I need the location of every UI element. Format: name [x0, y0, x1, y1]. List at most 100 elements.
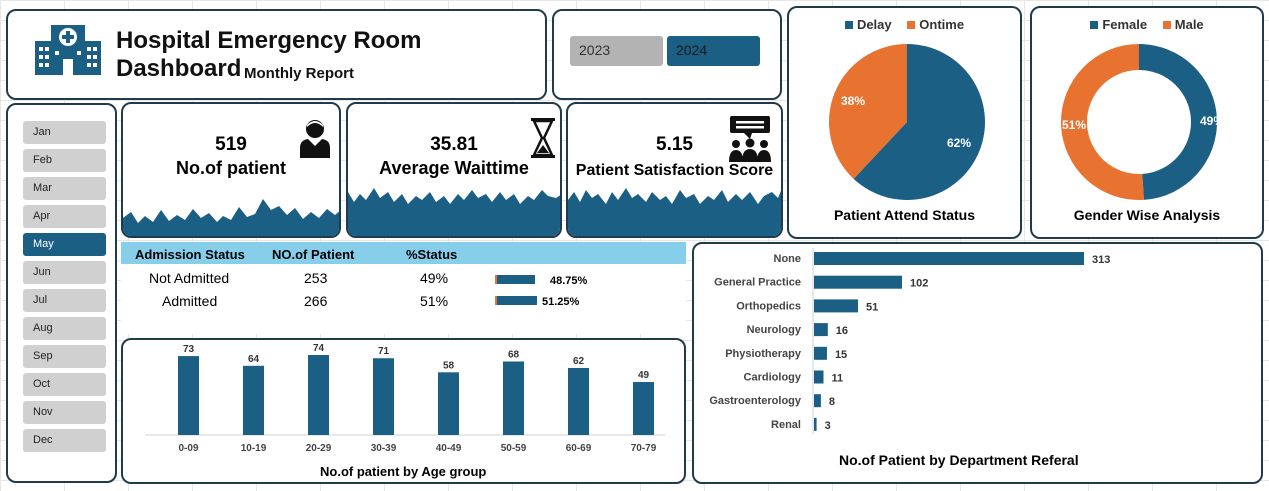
- month-button-jan[interactable]: Jan: [23, 121, 106, 144]
- gender-card: Female Male 49% 51% Gender Wise Analysis: [1030, 6, 1264, 239]
- month-button-oct[interactable]: Oct: [23, 373, 106, 396]
- month-button-jul[interactable]: Jul: [23, 289, 106, 312]
- month-button-aug[interactable]: Aug: [23, 317, 106, 340]
- age-tick-label: 20-29: [306, 443, 332, 454]
- dept-bar: [814, 394, 821, 408]
- kpi-waittime-card: 35.81 Average Waittime: [346, 102, 562, 238]
- age-bar-value-label: 73: [183, 344, 195, 355]
- page-subtitle: Monthly Report: [244, 65, 354, 82]
- row-databar: [495, 296, 538, 305]
- month-slicer: Jan Feb Mar Apr May Jun Jul Aug Sep Oct …: [6, 103, 117, 483]
- dept-bar-value-label: 102: [910, 278, 928, 290]
- dept-bar: [814, 370, 824, 384]
- pie-slice-female: [1139, 44, 1217, 200]
- age-tick-label: 10-19: [241, 443, 267, 454]
- col-header-count: NO.of Patient: [272, 247, 355, 262]
- age-tick-label: 60-69: [566, 443, 592, 454]
- dept-bar-value-label: 3: [825, 420, 831, 432]
- month-button-dec[interactable]: Dec: [23, 429, 106, 452]
- page-title: Hospital Emergency Room Dashboard: [116, 27, 422, 82]
- age-bar-value-label: 68: [508, 349, 520, 360]
- patient-icon: [300, 120, 330, 158]
- dept-bar-value-label: 51: [866, 301, 878, 313]
- age-bar-value-label: 71: [378, 346, 390, 357]
- row-databar: [495, 275, 535, 284]
- gender-legend: Female Male: [1032, 17, 1262, 32]
- admission-table-header: Admission Status NO.of Patient %Status: [121, 242, 686, 264]
- gender-donut-chart: [1061, 44, 1217, 200]
- dept-chart-title: No.of Patient by Department Referal: [839, 452, 1079, 468]
- age-bar-value-label: 62: [573, 356, 585, 367]
- month-button-mar[interactable]: Mar: [23, 177, 106, 200]
- row-pct: 49%: [420, 270, 449, 286]
- month-button-feb[interactable]: Feb: [23, 149, 106, 172]
- pie-slice-ontime: [829, 44, 907, 179]
- kpi-satisfaction-label: Patient Satisfaction Score: [575, 162, 774, 179]
- age-tick-label: 0-09: [178, 443, 198, 454]
- legend-item-delay: Delay: [844, 17, 892, 32]
- month-button-sep[interactable]: Sep: [23, 345, 106, 368]
- year-button-2023[interactable]: 2023: [570, 36, 663, 66]
- title-card: Hospital Emergency Room Dashboard Monthl…: [6, 9, 547, 100]
- dept-category-label: None: [774, 253, 802, 265]
- month-button-apr[interactable]: Apr: [23, 205, 106, 228]
- admission-table: Admission Status NO.of Patient %Status N…: [121, 242, 686, 334]
- dept-bar: [814, 252, 1084, 265]
- age-tick-label: 30-39: [371, 443, 397, 454]
- age-group-card: 73 0-09 64 10-19 74 20-29 71 30-39 58 40-49 68 50-5…: [121, 338, 686, 484]
- age-bar-0-09: [178, 356, 199, 435]
- dept-bar: [814, 299, 858, 313]
- pie-slice-delay: [853, 44, 985, 201]
- legend-item-male: Male: [1162, 17, 1204, 32]
- month-button-may[interactable]: May: [23, 233, 106, 256]
- pie-label-female: 49%: [1200, 114, 1225, 128]
- dept-category-label: General Practice: [714, 277, 801, 289]
- kpi-patients-value: 519: [215, 134, 247, 155]
- attend-legend: Delay Ontime: [789, 17, 1020, 32]
- age-bar-70-79: [633, 382, 654, 435]
- age-bar-60-69: [568, 367, 589, 435]
- dept-category-label: Renal: [771, 419, 801, 431]
- department-card: None 313 General Practice 102 Orthopedics 51 N…: [692, 242, 1263, 484]
- dept-bar: [814, 346, 827, 360]
- row-count: 266: [304, 293, 328, 309]
- group-chat-icon: [729, 116, 771, 162]
- age-bar-30-39: [373, 358, 394, 435]
- legend-item-ontime: Ontime: [907, 17, 964, 32]
- age-bar-50-59: [503, 361, 524, 435]
- dept-bar-value-label: 11: [831, 373, 843, 385]
- age-bar-20-29: [308, 355, 329, 435]
- kpi-patients-card: 519 No.of patient: [121, 102, 341, 238]
- age-tick-label: 40-49: [436, 443, 462, 454]
- col-header-status: Admission Status: [135, 247, 245, 262]
- kpi-satisfaction-value: 5.15: [656, 134, 693, 155]
- kpi-patients-label: No.of patient: [176, 158, 286, 178]
- row-pct: 51%: [420, 293, 449, 309]
- dept-bar-value-label: 16: [836, 325, 848, 337]
- year-slicer: 2023 2024: [552, 9, 782, 100]
- month-button-jun[interactable]: Jun: [23, 261, 106, 284]
- age-tick-label: 50-59: [501, 443, 527, 454]
- age-tick-label: 70-79: [631, 443, 657, 454]
- row-databar-label: 48.75%: [550, 275, 588, 287]
- dept-bar-value-label: 15: [835, 349, 847, 361]
- legend-item-female: Female: [1090, 17, 1147, 32]
- age-bar-value-label: 64: [248, 354, 260, 365]
- kpi-waittime-value: 35.81: [430, 134, 478, 155]
- attend-chart-title: Patient Attend Status: [833, 207, 976, 223]
- pie-label-delay: 62%: [947, 136, 972, 150]
- kpi-satisfaction-card: 5.15 Patient Satisfaction Score: [566, 102, 783, 238]
- kpi-satisfaction-sparkline: [568, 188, 781, 236]
- dept-bar-value-label: 313: [1092, 254, 1110, 266]
- age-bar-value-label: 74: [313, 343, 325, 354]
- dept-category-label: Physiotherapy: [725, 348, 802, 360]
- dept-bar: [814, 323, 828, 337]
- age-group-bar-chart: 73 0-09 64 10-19 74 20-29 71 30-39 58 40-49 68 50-5…: [145, 343, 665, 454]
- month-button-nov[interactable]: Nov: [23, 401, 106, 424]
- pie-slice-male: [1061, 44, 1144, 200]
- dept-category-label: Orthopedics: [736, 300, 801, 312]
- dept-bar-value-label: 8: [829, 396, 835, 408]
- dept-category-label: Gastroenterology: [709, 395, 802, 407]
- gender-chart-title: Gender Wise Analysis: [1073, 207, 1221, 223]
- year-button-2024[interactable]: 2024: [667, 36, 760, 66]
